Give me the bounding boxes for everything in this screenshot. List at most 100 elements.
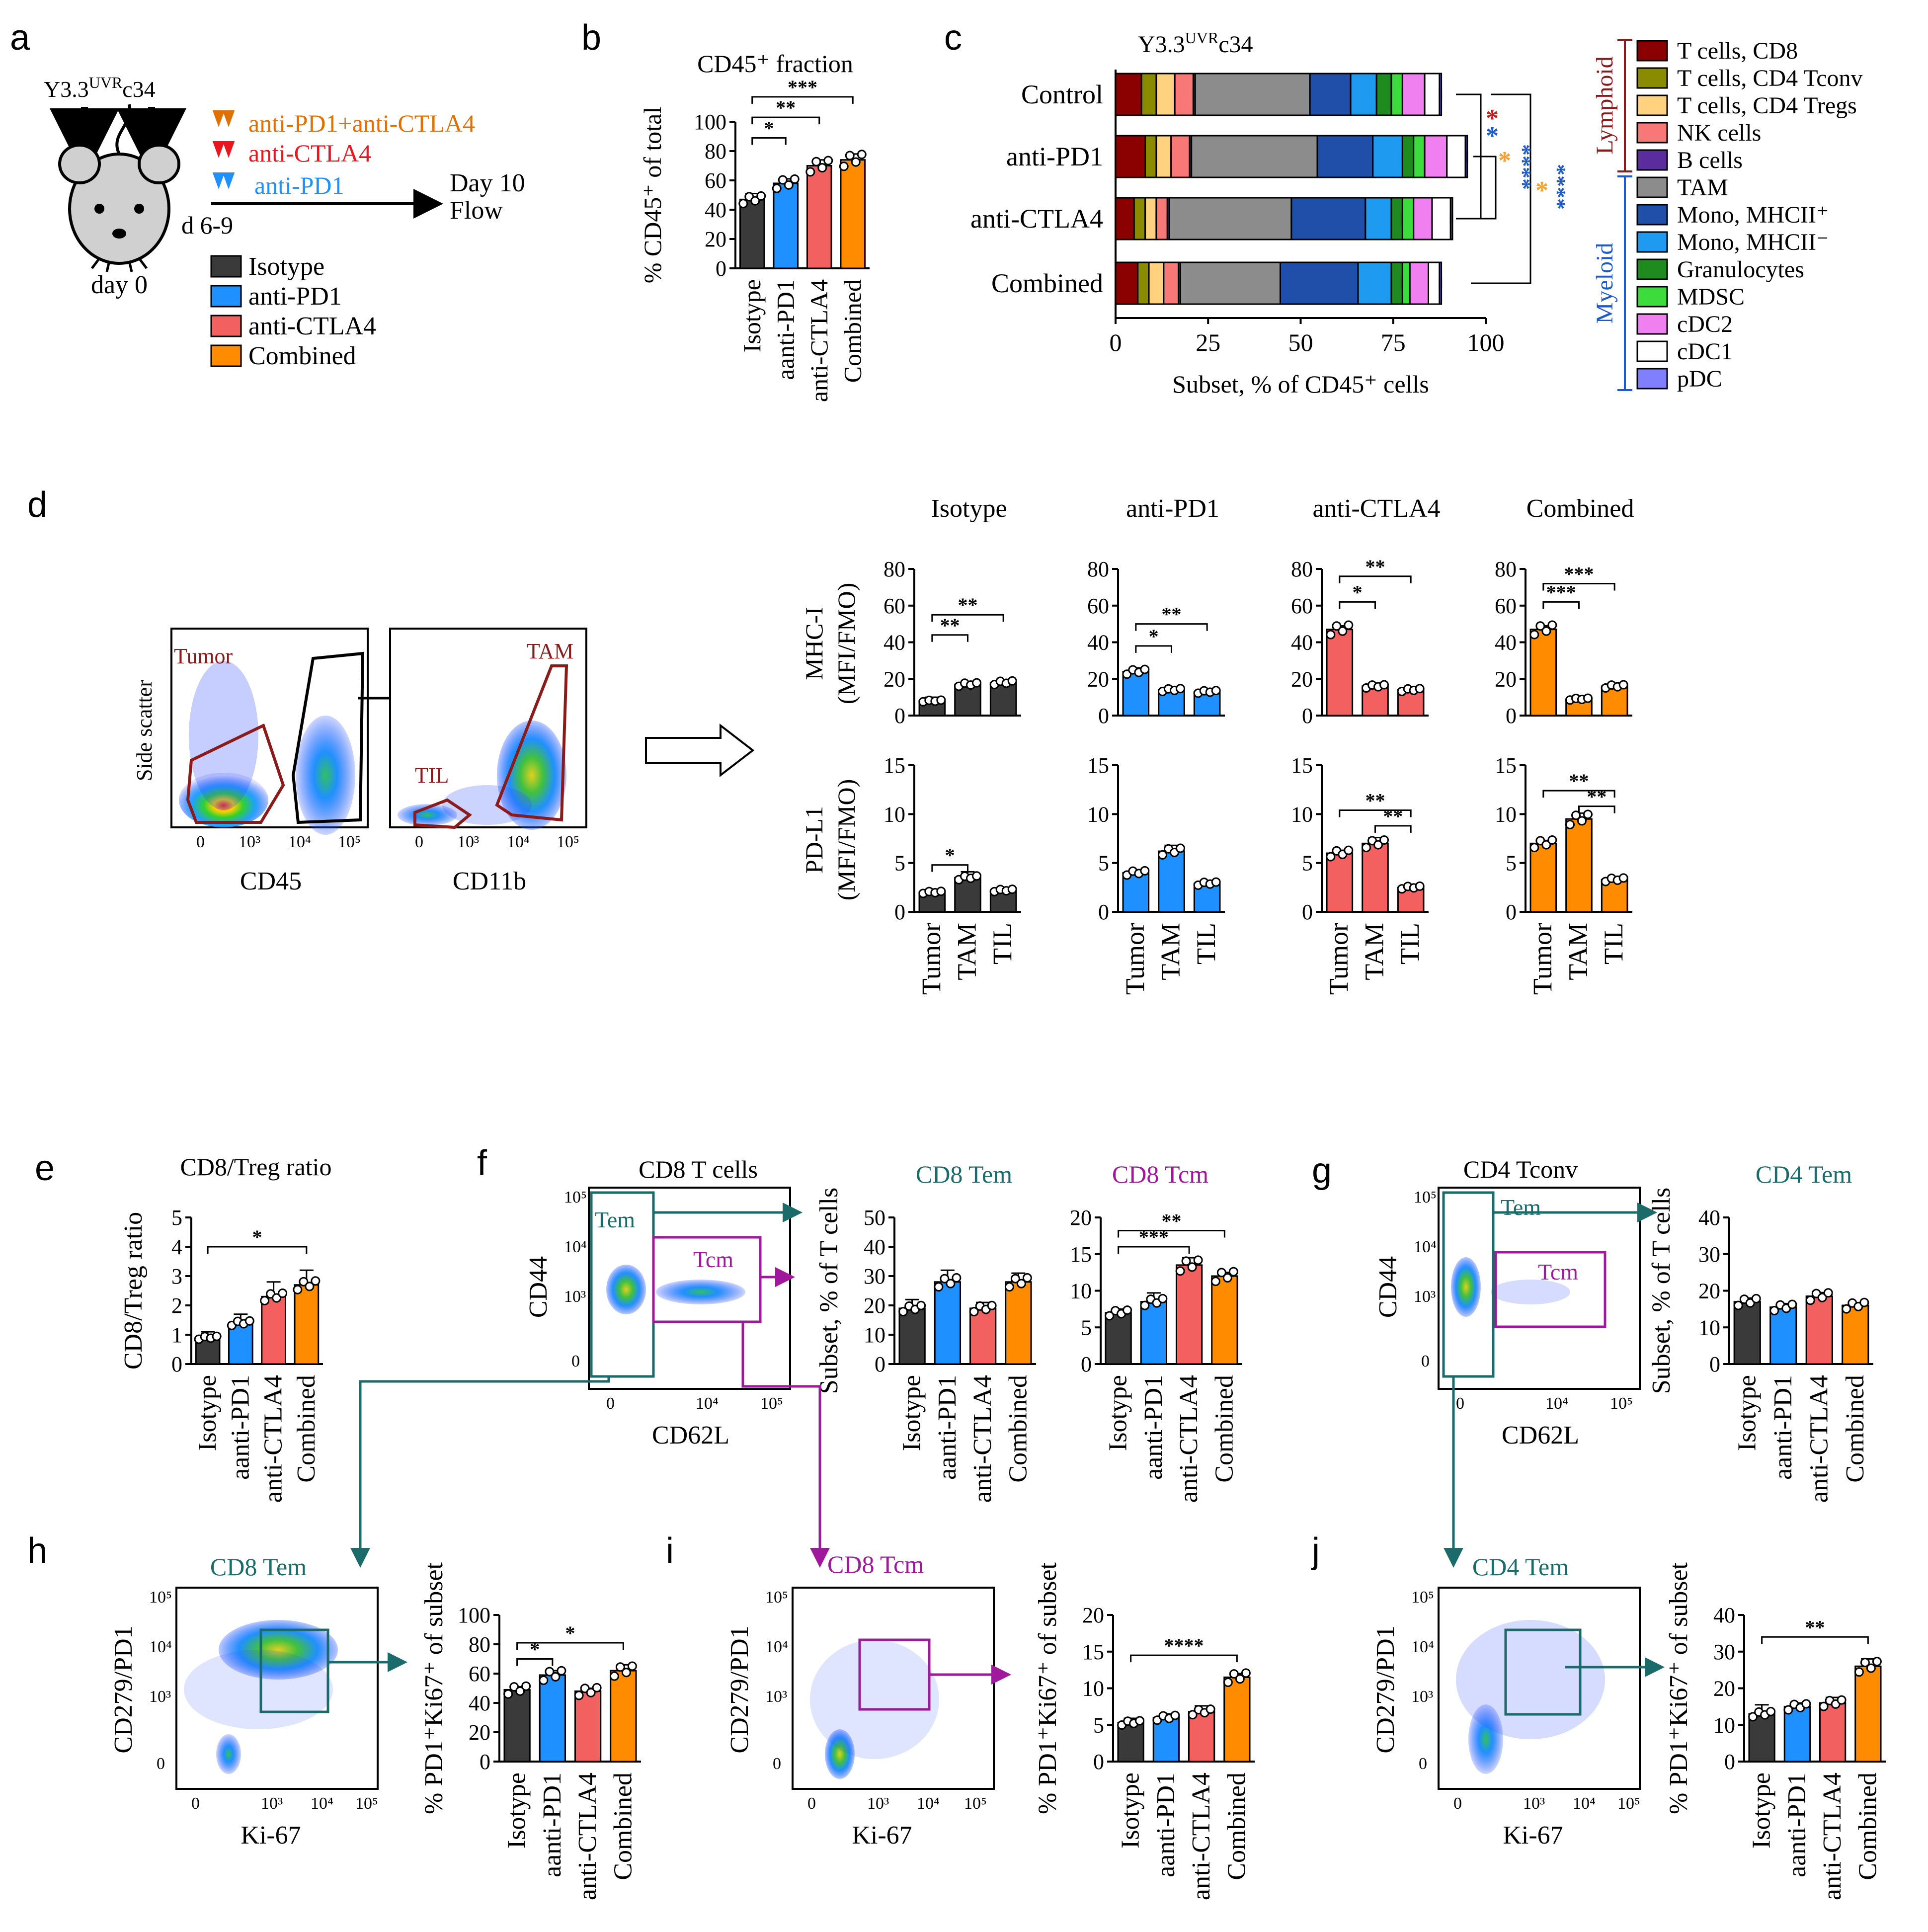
y-tick-label: 80 bbox=[1291, 557, 1313, 581]
stacked-segment bbox=[1170, 135, 1191, 178]
tick-label: 0 bbox=[1456, 1394, 1464, 1413]
x-tick-label: Tumor bbox=[916, 923, 946, 995]
tick-label: 10⁵ bbox=[1617, 1794, 1640, 1813]
data-point bbox=[1547, 620, 1557, 630]
y-tick-label: 60 bbox=[1495, 594, 1517, 618]
y-tick-label: 0 bbox=[1302, 704, 1313, 728]
stacked-segment bbox=[1316, 135, 1374, 178]
y-tick-label: 10 bbox=[864, 1323, 885, 1347]
tick-label: 10³ bbox=[261, 1794, 283, 1813]
data-point bbox=[738, 199, 748, 209]
bar bbox=[1158, 850, 1185, 913]
tick-label: 10⁴ bbox=[1573, 1794, 1596, 1813]
significance-label: * bbox=[764, 117, 774, 139]
data-point bbox=[790, 174, 800, 184]
x-axis-label: CD62L bbox=[652, 1421, 729, 1449]
y-tick-label: 60 bbox=[1087, 594, 1109, 618]
flow-title: CD8 Tem bbox=[210, 1553, 307, 1581]
tick-label: 10³ bbox=[1414, 1288, 1436, 1306]
legend-label: cDC1 bbox=[1677, 338, 1733, 365]
x-tick-label: anti-CTLA4 bbox=[805, 279, 833, 402]
data-point bbox=[557, 1666, 566, 1676]
bar bbox=[1854, 1665, 1882, 1763]
row-label: anti-CTLA4 bbox=[970, 204, 1103, 234]
panel-b: b CD45⁺ fraction 0 20 40 60 80 100 Isotype aant… bbox=[581, 18, 870, 402]
row-label-mhc: MHC-I bbox=[800, 607, 828, 680]
x-tick-label: aanti-PD1 bbox=[771, 279, 799, 380]
data-point bbox=[1004, 1282, 1014, 1292]
x-axis-label: CD62L bbox=[1502, 1421, 1579, 1449]
y-tick-label: 0 bbox=[171, 1352, 182, 1376]
significance-label: ** bbox=[1366, 556, 1385, 578]
panel-label: i bbox=[666, 1531, 674, 1571]
row-label-pdl1: PD-L1 bbox=[800, 806, 828, 874]
bar bbox=[1326, 629, 1354, 717]
data-point bbox=[1379, 835, 1389, 845]
bar bbox=[610, 1670, 637, 1763]
data-point bbox=[1222, 1273, 1232, 1283]
y-tick-label: 20 bbox=[469, 1720, 490, 1745]
significance-bracket bbox=[1339, 575, 1412, 583]
y-tick-label: 0 bbox=[1098, 704, 1109, 728]
stacked-segment bbox=[1375, 73, 1392, 116]
data-point bbox=[1733, 1300, 1743, 1310]
flow-plot-j: 0 10³ 10⁴ 10⁵ 10⁵ 10⁴ 10³ 0 Ki-67 CD279/… bbox=[1371, 1587, 1665, 1850]
data-point bbox=[615, 1662, 625, 1672]
bar bbox=[1362, 842, 1389, 913]
y-tick-label: 0 bbox=[480, 1750, 490, 1774]
data-point bbox=[1344, 620, 1354, 630]
data-point bbox=[1583, 809, 1593, 819]
bar bbox=[1601, 879, 1628, 913]
y-tick-label: 80 bbox=[1087, 557, 1109, 581]
stacked-segment bbox=[1390, 261, 1403, 305]
data-point bbox=[1787, 1299, 1797, 1309]
data-point bbox=[1751, 1293, 1761, 1303]
chart-title: CD45⁺ fraction bbox=[697, 50, 853, 78]
row-sublabel-mhc: (MFI/FMO) bbox=[832, 583, 860, 704]
legend-swatch bbox=[1636, 94, 1668, 116]
y-tick-label: 10 bbox=[1698, 1315, 1720, 1340]
flow-plot-cd4: Tem Tcm 0 10⁴ 10⁵ 10⁵ 10⁴ 10³ 0 CD62L CD… bbox=[1374, 1187, 1641, 1449]
data-point bbox=[946, 1279, 956, 1288]
data-point bbox=[1842, 1304, 1851, 1314]
stacked-segment bbox=[1140, 73, 1157, 116]
chart-title-tem: CD8 Tem bbox=[916, 1160, 1012, 1188]
y-tick-label: 5 bbox=[1302, 851, 1313, 876]
significance-label: ** bbox=[1805, 1616, 1825, 1638]
data-point bbox=[1872, 1657, 1882, 1667]
data-point bbox=[272, 1293, 282, 1303]
legend-swatch bbox=[1636, 258, 1668, 280]
bar bbox=[806, 165, 832, 269]
x-tick-label: TAM bbox=[1156, 923, 1186, 980]
data-point bbox=[1210, 1277, 1220, 1287]
significance-bracket bbox=[1374, 825, 1412, 833]
data-point bbox=[845, 151, 855, 161]
y-tick-label: 0 bbox=[1098, 900, 1109, 924]
tick-label: 0 bbox=[196, 833, 205, 851]
chart-c: 0 25 50 75 100 Subset, % of CD45⁺ cells Contro… bbox=[970, 70, 1571, 398]
y-axis-label: CD279/PD1 bbox=[109, 1625, 138, 1753]
flow-plot-cd11b: TAM TIL 0 10³ 10⁴ 10⁵ CD11b bbox=[389, 628, 587, 895]
x-tick-label: 50 bbox=[1288, 328, 1313, 356]
flow-title: CD8 Tcm bbox=[827, 1550, 924, 1578]
tick-label: 10⁴ bbox=[564, 1238, 587, 1256]
data-point bbox=[784, 180, 794, 190]
significance-label: *** bbox=[1139, 1226, 1169, 1248]
arm-arrows bbox=[212, 110, 235, 189]
data-point bbox=[972, 871, 981, 881]
legend-swatch bbox=[210, 315, 242, 337]
arm-label-pd1: anti-PD1 bbox=[254, 171, 344, 199]
data-point bbox=[305, 1282, 315, 1291]
panel-f: f CD8 T cells Tem Tcm 0 10⁴ 10⁵ 10⁵ 10⁴ … bbox=[477, 1143, 1242, 1503]
stacked-segment bbox=[1357, 261, 1392, 305]
y-tick-label: 40 bbox=[1495, 631, 1517, 655]
panel-label: f bbox=[477, 1143, 487, 1183]
x-tick-label: anti-CTLA4 bbox=[1175, 1375, 1203, 1503]
data-point bbox=[1859, 1297, 1869, 1307]
legend-label: Granulocytes bbox=[1677, 256, 1804, 283]
legend-swatch bbox=[1636, 231, 1668, 253]
stacked-segment bbox=[1390, 197, 1403, 241]
group-title: Combined bbox=[1526, 494, 1634, 523]
y-tick-label: 20 bbox=[1087, 667, 1109, 691]
